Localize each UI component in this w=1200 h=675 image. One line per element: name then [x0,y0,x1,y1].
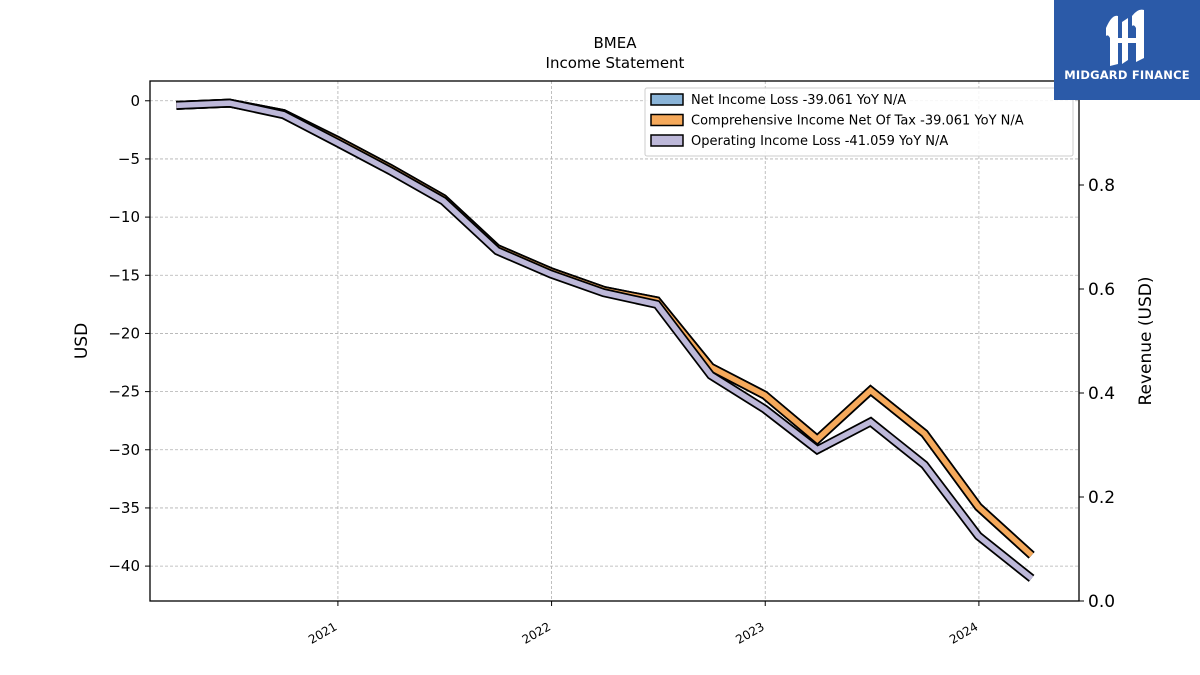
y-tick-label: −15 [108,266,140,284]
plot-frame [149,80,1080,602]
grid-lines [150,81,1079,601]
y2-tick-label: 0.8 [1088,176,1115,196]
series-line-fill [176,100,1034,558]
legend-entry: Net Income Loss -39.061 YoY N/A [691,93,906,108]
y2-tick-label: 0.0 [1088,592,1115,612]
series-line-3 [176,98,1035,582]
chart-subtitle: Income Statement [546,54,685,72]
y-tick-label: −10 [108,208,140,226]
series-line-outline [176,98,1035,582]
y-tick-label: −20 [108,324,140,342]
y2-tick-label: 0.4 [1088,384,1115,404]
series-line-2 [176,98,1035,559]
logo-mark-icon [1106,9,1144,66]
y-tick-label: −25 [108,383,140,401]
legend-swatch [650,113,684,127]
legend-swatch [650,93,684,106]
y-axis-label: USD [72,323,92,359]
y-tick-label: 0 [130,92,140,110]
series-line-outline [176,98,1035,559]
legend-swatch [650,134,684,147]
legend: Net Income Loss -39.061 YoY N/A Comprehen… [644,87,1074,157]
y-tick-label: −35 [108,499,140,517]
legend-box [644,87,1074,157]
legend-entry: Operating Income Loss -41.059 YoY N/A [691,134,948,149]
series-line-fill [176,100,1034,558]
y2-axis-ticks: 0.0 0.2 0.4 0.6 0.8 [1079,176,1115,612]
y2-axis-label: Revenue (USD) [1136,276,1156,405]
x-tick-label: 2022 [520,619,553,646]
y2-tick-label: 0.6 [1088,280,1115,300]
y-axis-ticks: 0 −5 −10 −15 −20 −25 −30 −35 −40 [108,92,150,575]
y-tick-label: −30 [108,441,140,459]
logo-name: MIDGARD FINANCE [1064,68,1190,82]
x-axis-ticks: 2021 2022 2023 2024 [306,601,980,647]
series-line-1 [176,98,1035,559]
series-line-fill [176,100,1034,581]
series-lines [176,98,1035,582]
x-tick-label: 2023 [733,619,766,646]
x-tick-label: 2021 [306,619,339,646]
legend-entry: Comprehensive Income Net Of Tax -39.061 … [691,114,1024,129]
series-line-outline [176,98,1035,559]
x-tick-label: 2024 [947,619,980,646]
y-tick-label: −40 [108,557,140,575]
chart-title: BMEA [594,34,638,52]
y2-tick-label: 0.2 [1088,488,1115,508]
y-tick-label: −5 [118,150,140,168]
midgard-finance-logo: MIDGARD FINANCE [1054,0,1200,100]
